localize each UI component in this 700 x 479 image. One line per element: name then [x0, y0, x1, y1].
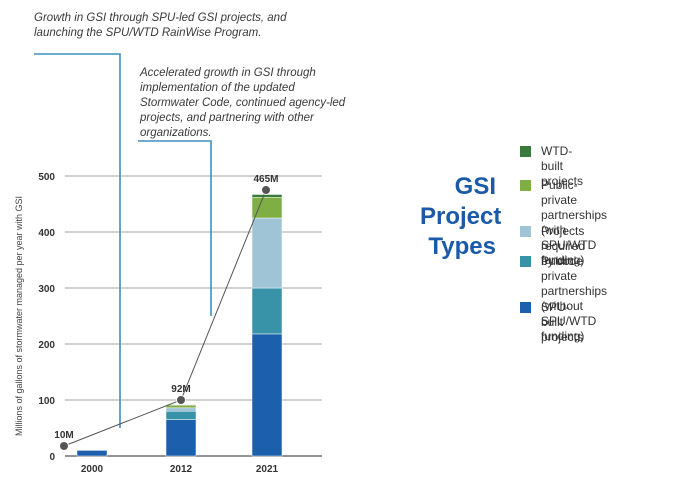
- total-marker: [261, 185, 271, 195]
- x-tick-label: 2000: [81, 464, 104, 475]
- legend-item: Public-private partnerships (with SPU/WT…: [520, 178, 607, 268]
- total-data-label: 10M: [54, 430, 73, 441]
- legend-item: Public-private partnerships (without SPU…: [520, 254, 607, 344]
- bar-segment: [165, 419, 197, 457]
- legend-label: Projects required by code: [541, 224, 586, 268]
- legend-swatch: [520, 256, 531, 267]
- total-data-label: 465M: [253, 174, 278, 185]
- bar-segment: [251, 333, 283, 457]
- legend-label: Public-private partnerships (with SPU/WT…: [541, 178, 608, 267]
- y-tick-label: 0: [49, 452, 55, 463]
- y-tick-label: 300: [38, 284, 55, 295]
- legend-label: Public-private partnerships (without SPU…: [541, 254, 608, 343]
- legend-item: SPU-built projects: [520, 300, 583, 345]
- legend-item: WTD-built projects: [520, 144, 583, 189]
- annotation-leader-2021: [138, 140, 212, 316]
- y-tick-label: 100: [38, 396, 55, 407]
- bar-segment: [165, 410, 197, 420]
- annotation-2012: Growth in GSI through SPU-led GSI projec…: [34, 12, 287, 39]
- total-marker: [59, 441, 69, 451]
- x-tick-label: 2012: [170, 464, 193, 475]
- bar-segment: [165, 407, 197, 412]
- y-tick-label: 500: [38, 172, 55, 183]
- bar-segment: [76, 450, 108, 457]
- y-axis-label: Millions of gallons of stormwater manage…: [14, 196, 24, 436]
- total-data-label: 92M: [171, 384, 190, 395]
- x-tick-label: 2021: [256, 464, 279, 475]
- legend-item: Projects required by code: [520, 224, 585, 269]
- bar-segment: [251, 217, 283, 289]
- annotation-2021: Accelerated growth in GSI through implem…: [140, 67, 346, 139]
- legend-swatch: [520, 146, 531, 157]
- legend-label: SPU-built projects: [541, 300, 584, 344]
- legend-swatch: [520, 302, 531, 313]
- bar-segment: [251, 194, 283, 198]
- legend-swatch: [520, 226, 531, 237]
- y-tick-label: 400: [38, 228, 55, 239]
- legend-title: GSI Project Types: [420, 172, 502, 262]
- total-marker: [176, 395, 186, 405]
- annotation-leader-2012: [34, 53, 121, 428]
- bar-segment: [251, 287, 283, 335]
- total-trend-line: [63, 189, 267, 447]
- legend-label: WTD-built projects: [541, 144, 584, 188]
- y-tick-label: 200: [38, 340, 55, 351]
- legend-swatch: [520, 180, 531, 191]
- legend-title-line: Project: [420, 203, 502, 230]
- bar-segment: [251, 197, 283, 219]
- legend-title-line: Types: [428, 233, 496, 260]
- legend-title-line: GSI: [454, 173, 496, 200]
- bar-segment: [165, 404, 197, 409]
